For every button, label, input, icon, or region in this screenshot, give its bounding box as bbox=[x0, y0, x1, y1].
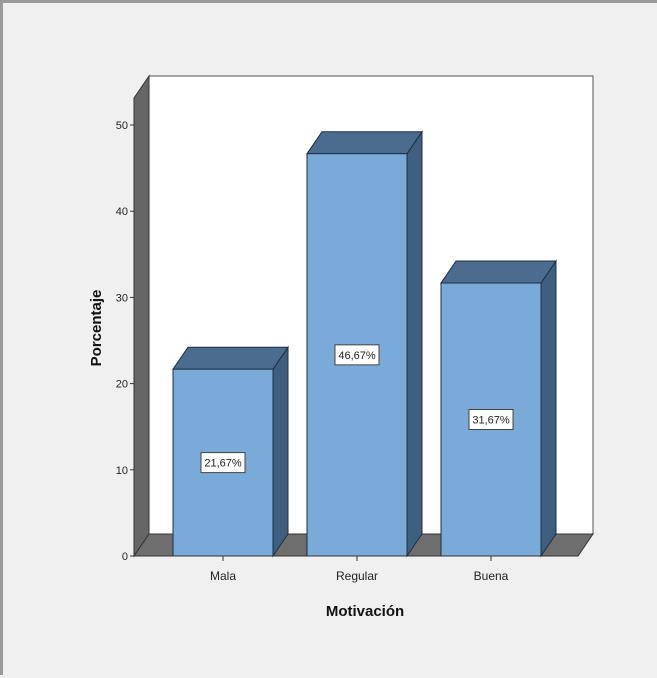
bar-group: 46,67% bbox=[306, 130, 423, 558]
y-tick-label: 0 bbox=[122, 551, 128, 563]
bar-chart: 0 10 20 30 40 50 21,67% 46,67% 31,67% Mala Regul… bbox=[88, 74, 594, 620]
y-tick-label: 30 bbox=[116, 292, 128, 304]
data-label-box bbox=[200, 452, 246, 474]
data-label-box bbox=[468, 409, 514, 431]
bar-group: 21,67% bbox=[172, 345, 289, 558]
data-label: 31,67% bbox=[472, 415, 510, 427]
data-label-box bbox=[334, 344, 380, 366]
data-label: 21,67% bbox=[204, 458, 242, 470]
y-tick-label: 40 bbox=[116, 206, 128, 218]
x-axis-title: Motivación bbox=[326, 603, 404, 620]
y-tick-label: 10 bbox=[116, 465, 128, 477]
x-tick-label: Regular bbox=[336, 569, 378, 583]
bar-group: 31,67% bbox=[440, 259, 557, 558]
y-axis-title: Porcentaje bbox=[88, 290, 105, 367]
bar-side bbox=[540, 259, 557, 558]
bar-top bbox=[440, 260, 557, 284]
x-tick-label: Mala bbox=[210, 569, 236, 583]
bar-top bbox=[306, 131, 423, 155]
bar-side bbox=[272, 345, 289, 558]
left-wall bbox=[133, 74, 150, 558]
y-tick-label: 20 bbox=[116, 379, 128, 391]
bar-top bbox=[172, 346, 289, 370]
x-axis: Mala Regular Buena bbox=[134, 555, 578, 583]
bars: 21,67% 46,67% 31,67% bbox=[172, 130, 557, 558]
x-tick-label: Buena bbox=[474, 569, 509, 583]
y-axis: 0 10 20 30 40 50 bbox=[116, 120, 135, 563]
bar-side bbox=[406, 130, 423, 558]
y-tick-label: 50 bbox=[116, 120, 128, 132]
data-label: 46,67% bbox=[338, 350, 376, 362]
